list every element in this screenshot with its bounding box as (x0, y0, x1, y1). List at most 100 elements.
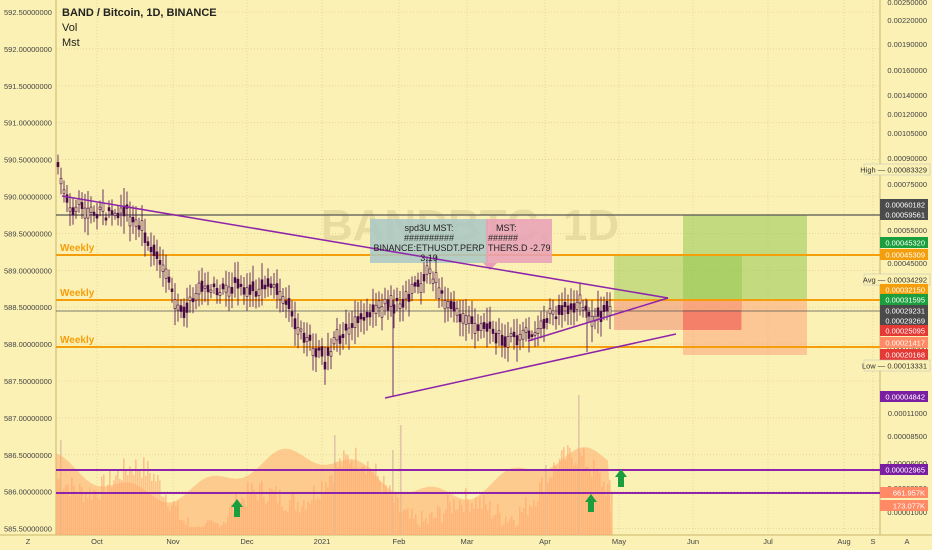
candle-body (461, 313, 465, 324)
candle-body (398, 303, 402, 309)
price-label-text: 0.00020168 (885, 351, 925, 360)
right-axis-tick-label: 0.00220000 (887, 16, 927, 25)
candle-body (524, 327, 528, 333)
price-label-badge (880, 305, 928, 316)
candle-body (515, 335, 519, 346)
time-axis-tick-label: Nov (166, 537, 180, 546)
candle-body (203, 285, 207, 289)
candle-body (161, 264, 165, 272)
candle-body (380, 306, 384, 318)
ascending-trendline (384, 333, 677, 399)
candle-body (581, 307, 585, 311)
stop-loss-zone (683, 300, 807, 355)
annotation-box (370, 219, 488, 263)
candle-body (554, 316, 558, 320)
right-axis-tick-label: 0.00045000 (887, 259, 927, 268)
candle-body (134, 219, 138, 227)
candle-body (83, 207, 87, 219)
candle-body (272, 284, 276, 288)
price-label-text: 0.00060182 (885, 201, 925, 210)
candle-body (311, 348, 315, 356)
volume-indicator-label[interactable]: Vol (62, 22, 78, 34)
candle-body (512, 331, 516, 338)
candle-body (410, 283, 414, 294)
candle-body (164, 268, 168, 279)
candle-body (101, 202, 105, 212)
candle-body (257, 288, 261, 296)
symbol-title[interactable]: BAND / Bitcoin, 1D, BINANCE (62, 7, 217, 19)
candle-body (599, 311, 603, 322)
candle-body (296, 326, 300, 335)
candle-body (323, 361, 327, 370)
candle-body (350, 323, 354, 328)
ascending-trendline (527, 297, 669, 342)
candle-body (143, 232, 147, 243)
price-label-text: 0.00059561 (885, 211, 925, 220)
left-axis-tick-label: 586.00000000 (4, 488, 52, 497)
candle-body (62, 189, 66, 194)
candle-body (359, 313, 363, 320)
candle-body (194, 293, 198, 301)
candle-body (485, 323, 489, 332)
left-axis-tick-label: 590.50000000 (4, 156, 52, 165)
candle-body (173, 299, 177, 309)
candle-body (230, 287, 234, 294)
mst-indicator-label[interactable]: Mst (62, 37, 80, 49)
candle-body (104, 217, 108, 221)
candle-body (149, 246, 153, 253)
candle-body (182, 306, 186, 318)
candle-body (422, 274, 426, 282)
annotation-line: THERS.D -2.79 (488, 243, 551, 253)
right-axis-tick-label: 0.00140000 (887, 91, 927, 100)
candle-body (251, 281, 255, 292)
candle-body (344, 323, 348, 331)
price-label-text: 661.957K (893, 489, 925, 498)
candle-body (539, 320, 543, 330)
candle-body (320, 346, 324, 357)
time-axis-tick-label: Apr (539, 537, 551, 546)
candle-body (326, 347, 330, 356)
time-axis-tick-label: Feb (393, 537, 406, 546)
volume-moving-average (56, 447, 612, 535)
candle-body (356, 316, 360, 324)
time-axis-tick-label: May (612, 537, 626, 546)
candle-body (317, 347, 321, 351)
candle-body (242, 287, 246, 295)
candle-body (407, 293, 411, 302)
candle-body (281, 296, 285, 304)
candle-body (476, 324, 480, 331)
candle-body (338, 335, 342, 344)
left-axis-tick-label: 591.00000000 (4, 119, 52, 128)
annotation-note-1[interactable]: spd3U MST: ########## BINANCE:ETHUSDT.PE… (370, 223, 488, 263)
candle-body (494, 332, 498, 344)
candle-body (146, 241, 150, 246)
candle-body (299, 328, 303, 332)
candle-body (542, 318, 546, 329)
candle-body (518, 333, 522, 341)
candle-body (260, 279, 264, 290)
candle-body (395, 297, 399, 302)
annotation-note-2[interactable]: MST: ###### THERS.D -2.79 (486, 223, 552, 253)
candle-body (470, 316, 474, 324)
price-label-badge (880, 237, 928, 248)
weekly-level-label: Weekly (60, 243, 95, 254)
candle-body (98, 206, 102, 210)
right-axis-tick-label: 0.00090000 (887, 154, 927, 163)
candle-body (206, 284, 210, 293)
left-axis-tick-label: 592.50000000 (4, 8, 52, 17)
price-label-badge (863, 163, 931, 176)
candle-body (74, 206, 78, 212)
candle-body (608, 306, 612, 316)
candle-body (314, 348, 318, 358)
price-label-badge (880, 325, 928, 336)
candle-body (278, 291, 282, 300)
price-label-text: 0.00025095 (885, 327, 925, 336)
annotation-line: MST: (496, 223, 517, 233)
right-axis-tick-label: 0.00160000 (887, 66, 927, 75)
candle-body (212, 283, 216, 288)
candle-body (305, 337, 309, 342)
time-axis-tick-label: Dec (240, 537, 254, 546)
volume-spike (400, 425, 402, 535)
